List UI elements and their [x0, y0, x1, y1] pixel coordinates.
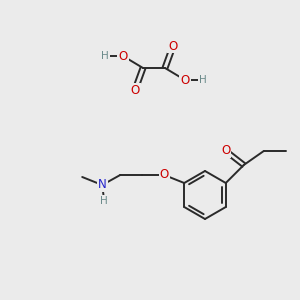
Text: O: O — [180, 74, 190, 86]
Text: O: O — [160, 169, 169, 182]
Text: H: H — [101, 51, 109, 61]
Text: O: O — [130, 83, 140, 97]
Text: O: O — [118, 50, 127, 62]
Text: O: O — [168, 40, 178, 52]
Text: H: H — [199, 75, 207, 85]
Text: O: O — [221, 145, 230, 158]
Text: H: H — [100, 196, 108, 206]
Text: N: N — [98, 178, 106, 191]
